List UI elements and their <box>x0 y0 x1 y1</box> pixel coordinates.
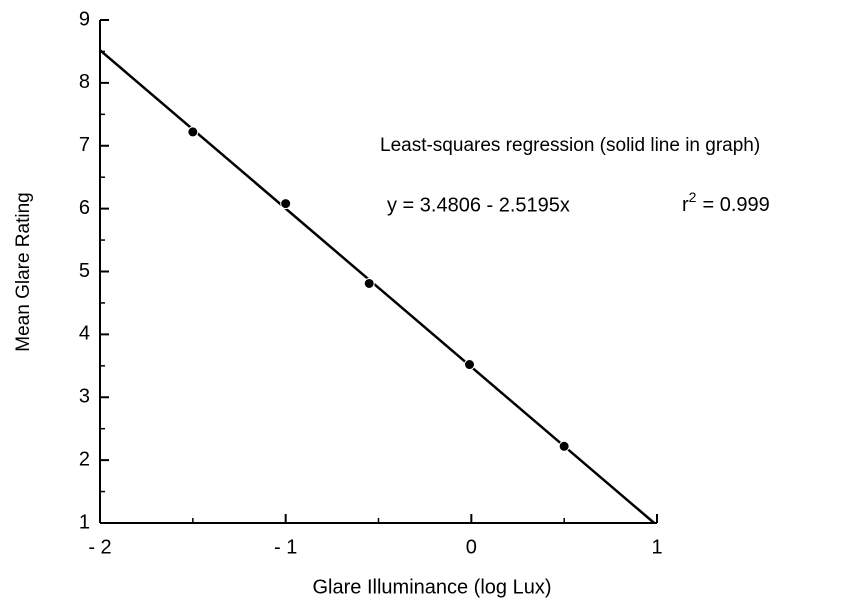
y-tick-label: 2 <box>79 448 90 470</box>
y-tick-label: 1 <box>79 511 90 533</box>
data-point <box>280 198 292 210</box>
y-tick-label: 9 <box>79 8 90 30</box>
r2-rest: = 0.999 <box>702 194 769 216</box>
data-point <box>463 359 475 371</box>
y-axis-label: Mean Glare Rating <box>13 192 34 351</box>
y-tick-label: 4 <box>79 323 90 345</box>
x-tick-label: - 2 <box>88 536 111 558</box>
r2-sup: 2 <box>689 189 697 205</box>
r2-base: r <box>682 194 689 216</box>
x-axis-label: Glare Illuminance (log Lux) <box>313 576 552 598</box>
y-tick-label: 5 <box>79 260 90 282</box>
regression-line <box>99 49 656 524</box>
x-tick-label: 1 <box>651 536 662 558</box>
data-point <box>363 277 375 289</box>
annotation-equation: y = 3.4806 - 2.5195x <box>387 194 570 216</box>
annotation-r2: r2 = 0.999 <box>682 189 770 217</box>
y-tick-label: 3 <box>79 386 90 408</box>
data-point <box>558 440 570 452</box>
y-tick-label: 7 <box>79 134 90 156</box>
data-point <box>187 126 199 138</box>
y-tick-label: 8 <box>79 71 90 93</box>
x-tick-label: 0 <box>466 536 477 558</box>
x-tick-label: - 1 <box>274 536 297 558</box>
y-tick-label: 6 <box>79 197 90 219</box>
annotation-method: Least-squares regression (solid line in … <box>380 135 760 156</box>
